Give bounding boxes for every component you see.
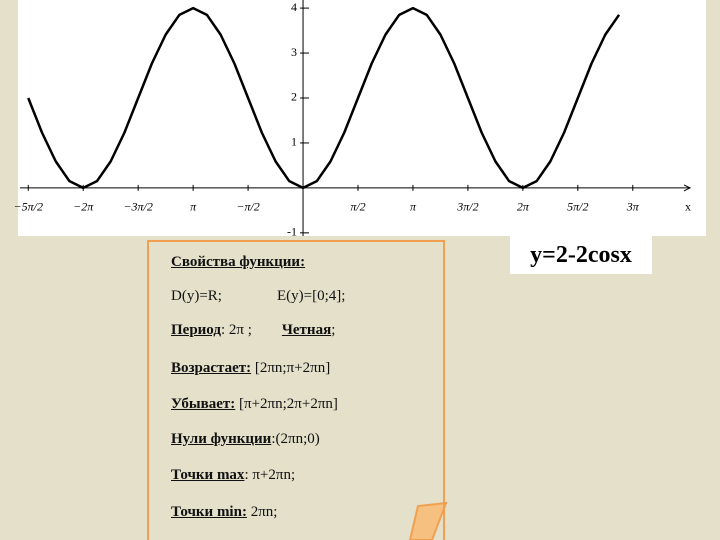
x-tick-label: 2π [517,200,530,214]
label: Четная [281,322,332,338]
label: Возрастает: [171,360,252,376]
x-tick-label: −5π/2 [14,200,43,214]
y-tick-label: 1 [291,135,297,149]
label: Убывает: [171,396,236,412]
x-tick-label: 5π/2 [567,200,588,214]
line: Точки min: 2πn; [171,504,277,521]
x-axis-arrow [683,184,692,192]
value: ; [331,322,336,338]
value: : 2π ; [220,322,252,338]
y-tick-label: 2 [291,90,297,104]
y-tick-label: 4 [291,0,297,14]
chart-background [18,0,706,236]
paper-corner [408,501,448,540]
x-tick-label: −π/2 [236,200,259,214]
line: Период: 2π ; Четная; [171,322,335,339]
line: D(y)=R; E(y)=[0;4]; [171,288,345,305]
value: [π+2πn;2π+2πn] [235,396,338,412]
y-tick-label: 3 [291,45,297,59]
label: Точки max [171,467,245,483]
curve [27,6,621,190]
properties-box: Свойства функции: D(y)=R; E(y)=[0;4]; Пер… [147,240,445,540]
line: Точки max: π+2πn; [171,467,295,484]
x-tick-label: π [410,200,417,214]
x-tick-label: 3π [626,200,640,214]
range: E(y)=[0;4]; [276,288,346,304]
domain: D(y)=R; [171,288,222,304]
x-tick-label: π [190,200,197,214]
x-tick-label: −2π [73,200,94,214]
x-tick-label: π/2 [350,200,365,214]
line: Нули функции:(2πn;0) [171,431,320,448]
y-tick-label: -1 [287,225,297,239]
heading: Свойства функции: [171,254,306,270]
line: Свойства функции: [171,254,305,271]
line: Возрастает: [2πn;π+2πn] [171,360,330,377]
x-tick-label: 3π/2 [456,200,478,214]
label: Период [171,322,221,338]
formula: y=2-2cosx [510,236,652,274]
x-tick-label: −3π/2 [123,200,152,214]
label: Точки min: [171,504,247,520]
line: Убывает: [π+2πn;2π+2πn] [171,396,338,413]
label: Нули функции [171,431,272,447]
value: 2πn; [246,504,278,520]
value: : π+2πn; [244,467,296,483]
x-axis-label: x [685,200,691,214]
value: :(2πn;0) [271,431,320,447]
value: [2πn;π+2πn] [251,360,331,376]
